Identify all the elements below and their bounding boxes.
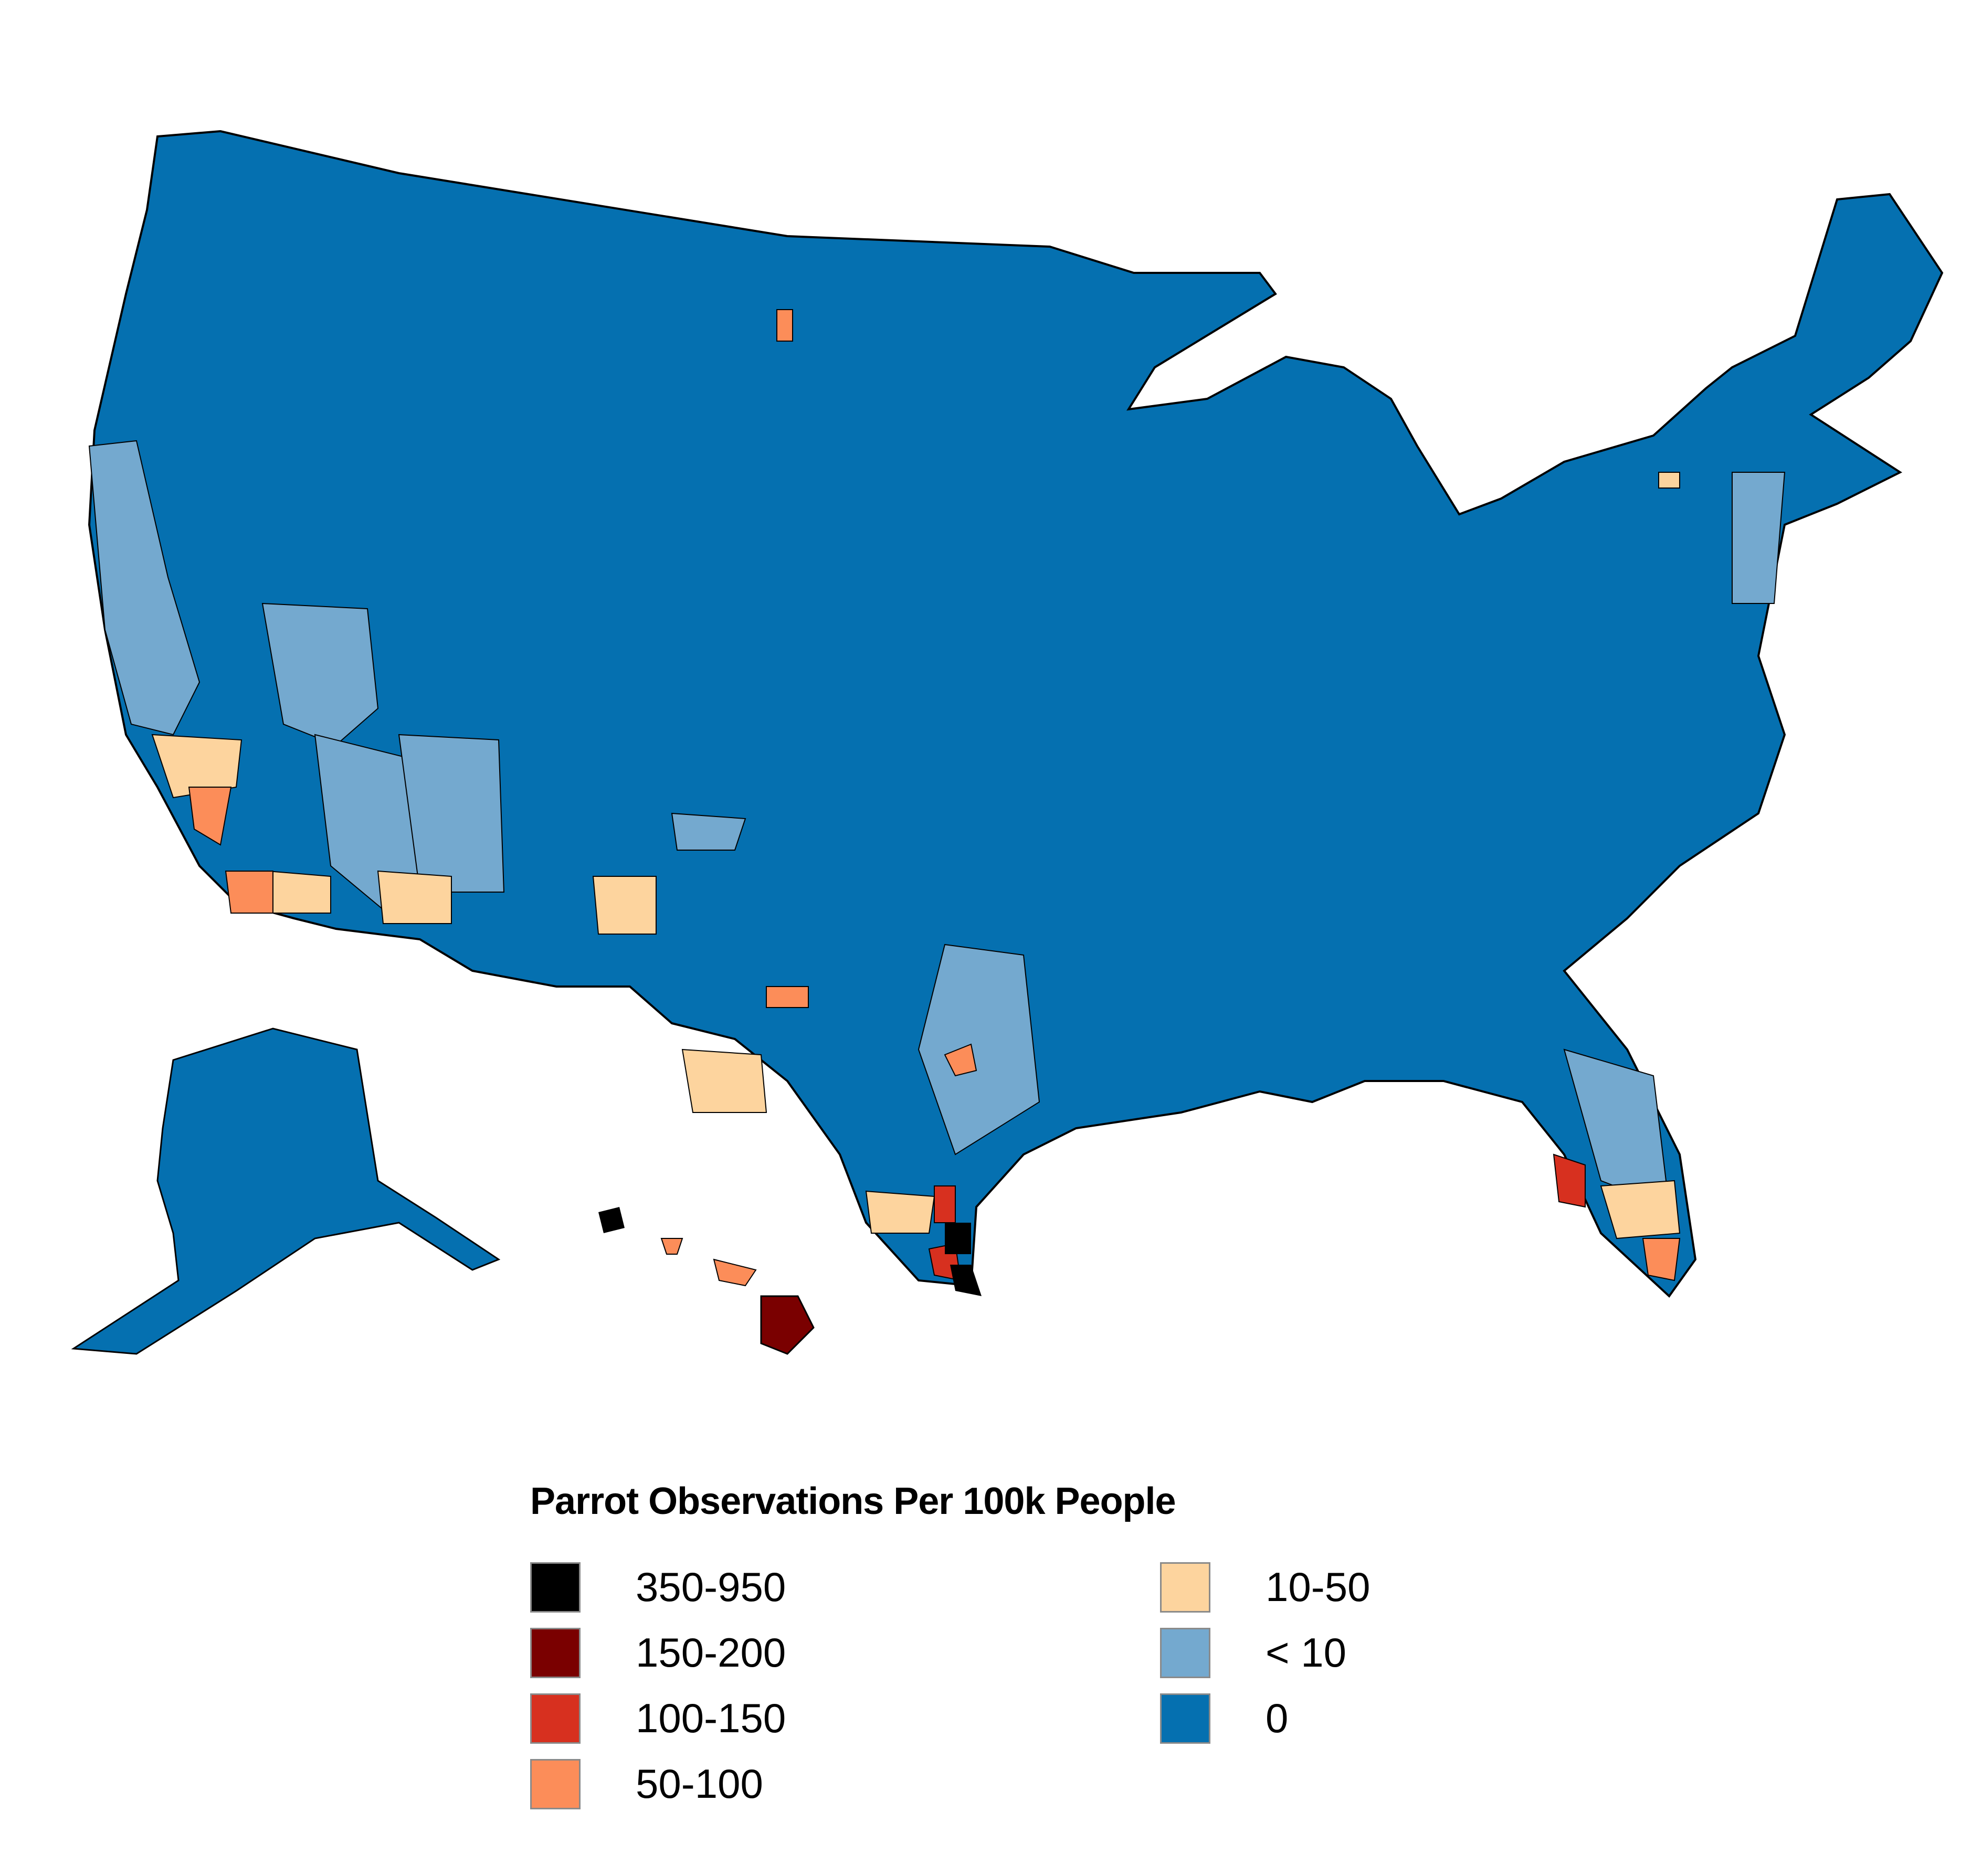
legend-title: Parrot Observations Per 100k People (530, 1480, 1176, 1522)
legend-swatch (1160, 1562, 1210, 1613)
legend-item: 50-100 (530, 1751, 1160, 1817)
legend-swatch (530, 1693, 581, 1744)
legend-label: 10-50 (1266, 1564, 1370, 1610)
legend-item: 10-50 (1160, 1554, 1475, 1620)
legend-swatch (530, 1562, 581, 1613)
legend-label: < 10 (1266, 1629, 1346, 1676)
legend-item: 100-150 (530, 1686, 1160, 1751)
legend-label: 100-150 (636, 1695, 786, 1741)
legend-item: 0 (1160, 1686, 1475, 1751)
tan-regions (151, 472, 1681, 1239)
legend-item: < 10 (1160, 1620, 1475, 1686)
orange-regions (188, 309, 1681, 1287)
light-blue-regions (88, 440, 1786, 1208)
red-regions (928, 1153, 1586, 1281)
contiguous-us (88, 130, 1944, 1298)
alaska (71, 1027, 501, 1355)
legend-swatch (530, 1758, 581, 1809)
legend-item: 350-950 (530, 1554, 1160, 1620)
legend-label: 50-100 (636, 1761, 763, 1807)
legend-column-left: 350-950 150-200 100-150 50-100 (530, 1554, 1160, 1817)
legend-swatch (1160, 1693, 1210, 1744)
legend-label: 150-200 (636, 1629, 786, 1676)
legend-swatch (1160, 1627, 1210, 1678)
legend-column-right: 10-50 < 10 0 (1160, 1554, 1475, 1817)
legend-swatch (530, 1627, 581, 1678)
black-regions (598, 1207, 982, 1296)
legend-label: 0 (1266, 1695, 1289, 1741)
legend: Parrot Observations Per 100k People 350-… (530, 1480, 1475, 1817)
hawaii-big-island (760, 1295, 815, 1355)
legend-item: 150-200 (530, 1620, 1160, 1686)
choropleth-map (71, 130, 1944, 1355)
legend-label: 350-950 (636, 1564, 786, 1610)
